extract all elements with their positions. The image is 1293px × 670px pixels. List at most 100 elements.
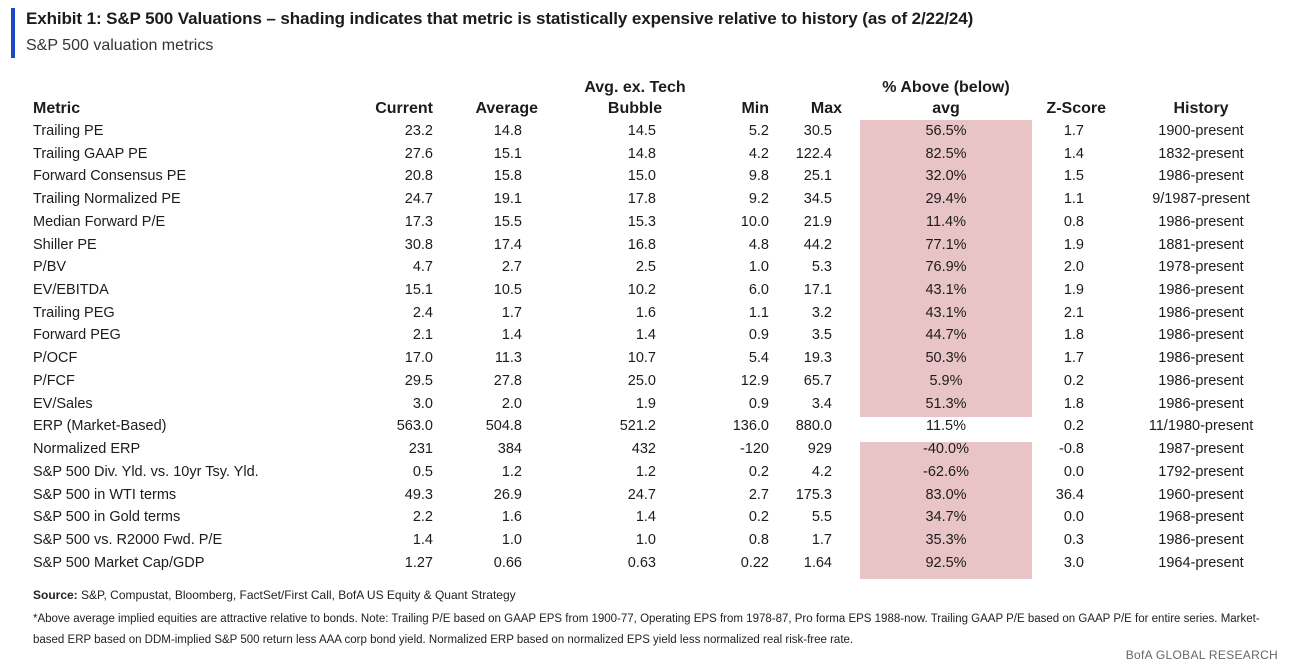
cell-min: 5.2 bbox=[748, 123, 769, 139]
cell-zscore: 1.7 bbox=[1063, 123, 1084, 139]
cell-current: 20.8 bbox=[404, 168, 433, 185]
table-row: S&P 500 in WTI terms 49.3 26.9 24.7 2.7 175.3… bbox=[0, 484, 1293, 507]
cell-average: 17.4 bbox=[493, 236, 522, 253]
col-header-current: Current bbox=[375, 100, 433, 117]
cell-max: 175.3 bbox=[795, 486, 832, 503]
cell-current: 23.2 bbox=[404, 123, 433, 139]
cell-min: 6.0 bbox=[748, 282, 769, 299]
cell-max: 25.1 bbox=[803, 168, 832, 185]
cell-max: 19.3 bbox=[803, 350, 832, 367]
cell-current: 27.6 bbox=[404, 145, 433, 162]
cell-pct-above-avg: 35.3% bbox=[925, 531, 967, 548]
cell-max: 1.64 bbox=[803, 554, 832, 571]
cell-metric: Shiller PE bbox=[33, 236, 97, 253]
cell-current: 2.1 bbox=[412, 327, 433, 344]
cell-max: 122.4 bbox=[795, 145, 832, 162]
cell-pct-above-avg: 83.0% bbox=[925, 486, 967, 503]
cell-metric: S&P 500 vs. R2000 Fwd. P/E bbox=[33, 531, 223, 548]
cell-zscore: 0.8 bbox=[1063, 213, 1084, 230]
cell-average: 1.7 bbox=[501, 304, 522, 321]
cell-pct-above-avg: 51.3% bbox=[925, 395, 967, 412]
table-row: Trailing GAAP PE 27.6 15.1 14.8 4.2 122.4 82.5… bbox=[0, 143, 1293, 166]
accent-bar bbox=[11, 8, 15, 58]
cell-current: 1.27 bbox=[404, 554, 433, 571]
col-header-pct-line2: avg bbox=[932, 100, 960, 117]
cell-average: 0.66 bbox=[493, 554, 522, 571]
table-row: EV/EBITDA 15.1 10.5 10.2 6.0 17.1 43.1% 1.9 1986… bbox=[0, 279, 1293, 302]
table-row: ERP (Market-Based) 563.0 504.8 521.2 136.0 88… bbox=[0, 415, 1293, 438]
cell-metric: Median Forward P/E bbox=[33, 213, 166, 230]
col-header-max: Max bbox=[810, 100, 842, 117]
cell-average: 1.2 bbox=[501, 463, 522, 480]
cell-current: 4.7 bbox=[412, 259, 433, 276]
cell-history: 11/1980-present bbox=[1148, 418, 1254, 435]
cell-max: 5.3 bbox=[811, 259, 832, 276]
cell-metric: Forward Consensus PE bbox=[33, 168, 187, 185]
cell-min: 0.9 bbox=[748, 395, 769, 412]
cell-pct-above-avg: -40.0% bbox=[923, 441, 969, 458]
cell-history: 1900-present bbox=[1158, 123, 1244, 139]
cell-min: 0.2 bbox=[748, 463, 769, 480]
cell-avg-ex-tech: 10.2 bbox=[627, 282, 656, 299]
cell-min: 136.0 bbox=[732, 418, 769, 435]
cell-average: 504.8 bbox=[485, 418, 522, 435]
cell-min: 0.9 bbox=[748, 327, 769, 344]
cell-avg-ex-tech: 14.5 bbox=[627, 123, 656, 139]
cell-history: 1960-present bbox=[1158, 486, 1244, 503]
cell-metric: Trailing GAAP PE bbox=[33, 145, 148, 162]
table-row: S&P 500 vs. R2000 Fwd. P/E 1.4 1.0 1.0 0.8 1.… bbox=[0, 529, 1293, 552]
cell-average: 19.1 bbox=[493, 191, 522, 208]
cell-history: 1978-present bbox=[1158, 259, 1244, 276]
cell-zscore: 0.0 bbox=[1063, 463, 1084, 480]
cell-current: 0.5 bbox=[412, 463, 433, 480]
cell-current: 3.0 bbox=[412, 395, 433, 412]
cell-metric: Trailing Normalized PE bbox=[33, 191, 181, 208]
col-header-metric: Metric bbox=[33, 100, 81, 117]
cell-pct-above-avg: 34.7% bbox=[925, 509, 967, 526]
cell-zscore: 0.2 bbox=[1063, 418, 1084, 435]
cell-current: 2.4 bbox=[412, 304, 433, 321]
cell-metric: P/OCF bbox=[33, 350, 78, 367]
cell-metric: Trailing PE bbox=[33, 123, 104, 139]
cell-zscore: 0.2 bbox=[1063, 372, 1084, 389]
cell-avg-ex-tech: 16.8 bbox=[627, 236, 656, 253]
source-text: S&P, Compustat, Bloomberg, FactSet/First… bbox=[77, 588, 516, 602]
cell-zscore: 3.0 bbox=[1063, 554, 1084, 571]
cell-max: 3.5 bbox=[811, 327, 832, 344]
cell-min: 9.2 bbox=[748, 191, 769, 208]
cell-current: 17.3 bbox=[404, 213, 433, 230]
cell-history: 1986-present bbox=[1158, 531, 1244, 548]
cell-zscore: 1.8 bbox=[1063, 395, 1084, 412]
cell-min: -120 bbox=[739, 441, 769, 458]
cell-current: 30.8 bbox=[404, 236, 433, 253]
cell-history: 1986-present bbox=[1158, 395, 1244, 412]
cell-history: 1986-present bbox=[1158, 304, 1244, 321]
table-row: Trailing Normalized PE 24.7 19.1 17.8 9.2 34.… bbox=[0, 188, 1293, 211]
cell-zscore: -0.8 bbox=[1059, 441, 1084, 458]
table-row: Trailing PE 23.2 14.8 14.5 5.2 30.5 56.5% 1.7 19… bbox=[0, 120, 1293, 143]
cell-avg-ex-tech: 432 bbox=[631, 441, 656, 458]
cell-average: 15.5 bbox=[493, 213, 522, 230]
source-label: Source: bbox=[33, 588, 78, 602]
cell-avg-ex-tech: 17.8 bbox=[627, 191, 656, 208]
table-row: Forward PEG 2.1 1.4 1.4 0.9 3.5 44.7% 1.8 1986-p… bbox=[0, 324, 1293, 347]
cell-metric: S&P 500 Market Cap/GDP bbox=[33, 554, 205, 571]
cell-metric: P/FCF bbox=[33, 372, 75, 389]
table-row: Shiller PE 30.8 17.4 16.8 4.8 44.2 77.1% 1.9 188… bbox=[0, 234, 1293, 257]
cell-zscore: 36.4 bbox=[1055, 486, 1084, 503]
col-header-history: History bbox=[1173, 100, 1229, 117]
cell-pct-above-avg: -62.6% bbox=[923, 463, 969, 480]
cell-history: 1968-present bbox=[1158, 509, 1244, 526]
cell-history: 1986-present bbox=[1158, 372, 1244, 389]
shade-block-upper bbox=[860, 120, 1032, 417]
cell-min: 0.8 bbox=[748, 531, 769, 548]
brand-watermark: BofA GLOBAL RESEARCH bbox=[1125, 648, 1278, 662]
cell-max: 3.2 bbox=[811, 304, 832, 321]
cell-max: 5.5 bbox=[811, 509, 832, 526]
cell-avg-ex-tech: 0.63 bbox=[627, 554, 656, 571]
cell-avg-ex-tech: 1.4 bbox=[635, 327, 656, 344]
cell-zscore: 1.9 bbox=[1063, 236, 1084, 253]
cell-average: 27.8 bbox=[493, 372, 522, 389]
cell-avg-ex-tech: 1.4 bbox=[635, 509, 656, 526]
cell-metric: Forward PEG bbox=[33, 327, 121, 344]
